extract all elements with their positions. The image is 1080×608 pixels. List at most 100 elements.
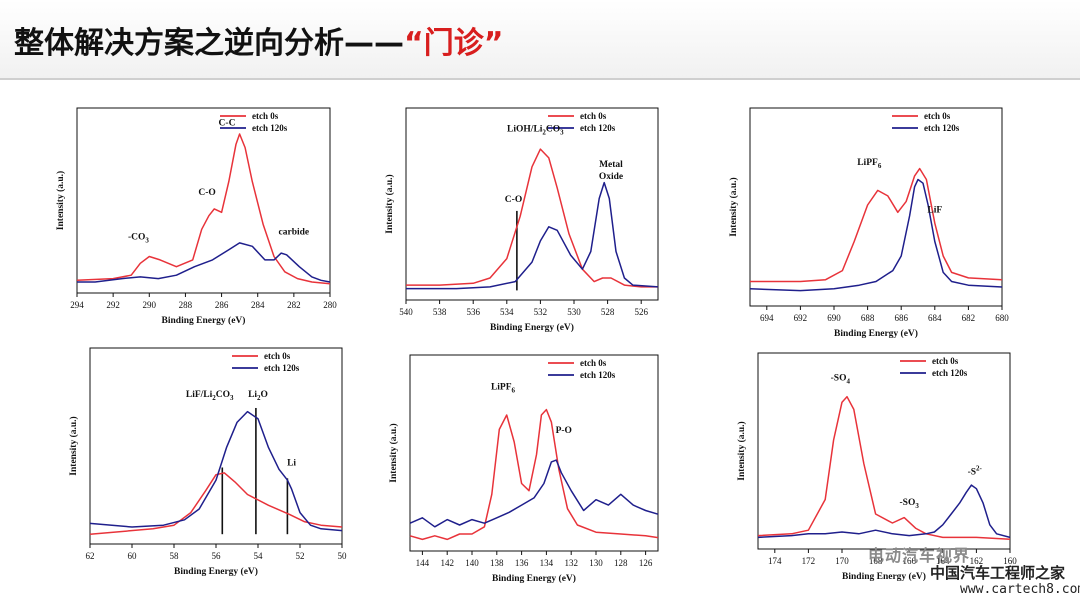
x-tick-label: 680 — [995, 313, 1009, 323]
x-tick-label: 692 — [794, 313, 808, 323]
legend-label: etch 120s — [580, 370, 616, 380]
peak-label: -S2- — [968, 464, 983, 477]
plot-frame — [76, 107, 331, 294]
x-tick-label: 170 — [835, 556, 849, 566]
peak-label: LiOH/Li2CO3 — [507, 124, 564, 136]
x-tick-label: 62 — [86, 551, 95, 561]
page-title: 整体解决方案之逆向分析——“门诊” — [14, 18, 503, 62]
watermark: 电动汽车视界 中国汽车工程师之家 www.cartech8.com — [868, 542, 1080, 597]
x-tick-label: 140 — [465, 558, 479, 568]
title-bar: 整体解决方案之逆向分析——“门诊” — [0, 0, 1080, 80]
series-line-etch-0s — [76, 133, 331, 285]
x-axis-title: Binding Energy (eV) — [174, 566, 258, 577]
legend-label: etch 0s — [932, 356, 959, 366]
legend-label: etch 120s — [252, 123, 288, 133]
legend-label: etch 120s — [932, 368, 968, 378]
x-tick-label: 168 — [869, 556, 883, 566]
peak-label: C-O — [198, 188, 215, 198]
series-line-etch-120s — [409, 459, 659, 528]
series-line-etch-120s — [749, 178, 1003, 292]
x-axis-title: Binding Energy (eV) — [492, 573, 576, 584]
peak-label: C-C — [219, 118, 236, 128]
x-tick-label: 292 — [106, 300, 120, 310]
legend-label: etch 0s — [580, 111, 607, 121]
chart-c5-phosphorus-xps: 144 142 140 138 136 134 132 130 128 126 Binding En… — [388, 354, 659, 584]
x-tick-label: 142 — [440, 558, 454, 568]
peak-label: LiPF6 — [491, 383, 516, 395]
y-axis-title: Intensity (a.u.) — [736, 421, 747, 480]
x-axis-title: Binding Energy (eV) — [842, 571, 926, 582]
peak-label: P-O — [556, 426, 572, 436]
series-line-etch-0s — [89, 472, 343, 535]
y-axis-title: Intensity (a.u.) — [68, 416, 79, 475]
series-line-etch-120s — [757, 484, 1011, 539]
chart-c1-carbon-xps: 294 292 290 288 286 284 282 280 Binding Energy (… — [55, 107, 337, 326]
legend-label: etch 0s — [264, 351, 291, 361]
legend-label: etch 120s — [264, 363, 300, 373]
x-tick-label: 126 — [639, 558, 653, 568]
x-tick-label: 684 — [928, 313, 942, 323]
x-tick-label: 294 — [70, 300, 84, 310]
y-axis-title: Intensity (a.u.) — [384, 174, 395, 233]
x-tick-label: 288 — [179, 300, 193, 310]
legend-label: etch 120s — [580, 123, 616, 133]
x-tick-label: 690 — [827, 313, 841, 323]
x-tick-label: 530 — [567, 307, 581, 317]
x-tick-label: 534 — [500, 307, 514, 317]
legend-label: etch 0s — [580, 358, 607, 368]
peak-label: LiF/Li2CO3 — [186, 390, 234, 402]
x-tick-label: 164 — [936, 556, 950, 566]
x-tick-label: 172 — [802, 556, 816, 566]
chart-c6-sulfur-xps: 174 172 170 168 166 164 162 160 Binding Energy (… — [736, 352, 1017, 582]
x-tick-label: 688 — [861, 313, 875, 323]
page-title-highlight: “门诊” — [404, 26, 504, 61]
x-tick-label: 536 — [466, 307, 480, 317]
series-line-etch-120s — [77, 242, 331, 283]
peak-label: C-O — [505, 195, 522, 205]
x-tick-label: 166 — [902, 556, 916, 566]
series-line-etch-120s — [89, 410, 343, 532]
watermark-brand: 电动汽车视界 — [868, 546, 971, 565]
x-tick-label: 694 — [760, 313, 774, 323]
peak-label: Li — [287, 459, 296, 469]
peak-label: -SO3 — [900, 498, 920, 510]
x-tick-label: 286 — [215, 300, 229, 310]
series-line-etch-0s — [757, 395, 1011, 540]
plot-frame — [409, 354, 659, 552]
legend-label: etch 0s — [924, 111, 951, 121]
x-tick-label: 58 — [170, 551, 180, 561]
chart-c4-lithium-xps: 62 60 58 56 54 52 50 Binding Energy (eV) Intensi… — [68, 347, 347, 577]
page-title-main: 整体解决方案之逆向分析—— — [14, 26, 404, 61]
peak-label: Metal — [599, 160, 623, 170]
x-tick-label: 132 — [564, 558, 578, 568]
plot-frame — [749, 107, 1003, 307]
y-axis-title: Intensity (a.u.) — [728, 177, 739, 236]
x-tick-label: 130 — [589, 558, 603, 568]
x-tick-label: 284 — [251, 300, 265, 310]
watermark-site-name: 中国汽车工程师之家 — [930, 564, 1066, 582]
chart-c2-oxygen-xps: 540 538 536 534 532 530 528 526 Binding Energy (… — [384, 107, 659, 333]
series-line-etch-120s — [406, 181, 659, 290]
x-tick-label: 56 — [212, 551, 222, 561]
legend-label: etch 0s — [252, 111, 279, 121]
watermark-url: www.cartech8.com — [960, 582, 1080, 597]
peak-label: Oxide — [599, 172, 623, 182]
x-tick-label: 686 — [894, 313, 908, 323]
x-tick-label: 160 — [1003, 556, 1017, 566]
x-tick-label: 532 — [534, 307, 548, 317]
plot-frame — [757, 352, 1011, 550]
legend-label: etch 120s — [924, 123, 960, 133]
x-tick-label: 128 — [614, 558, 628, 568]
peak-label: carbide — [279, 227, 310, 237]
x-tick-label: 290 — [143, 300, 157, 310]
x-tick-label: 174 — [768, 556, 782, 566]
peak-label: -CO3 — [128, 232, 149, 244]
plot-frame — [405, 107, 659, 301]
x-axis-title: Binding Energy (eV) — [834, 328, 918, 339]
x-tick-label: 528 — [601, 307, 615, 317]
series-line-etch-0s — [406, 148, 658, 288]
x-axis-title: Binding Energy (eV) — [162, 315, 246, 326]
y-axis-title: Intensity (a.u.) — [55, 171, 66, 230]
x-tick-label: 538 — [433, 307, 447, 317]
x-tick-label: 540 — [399, 307, 413, 317]
